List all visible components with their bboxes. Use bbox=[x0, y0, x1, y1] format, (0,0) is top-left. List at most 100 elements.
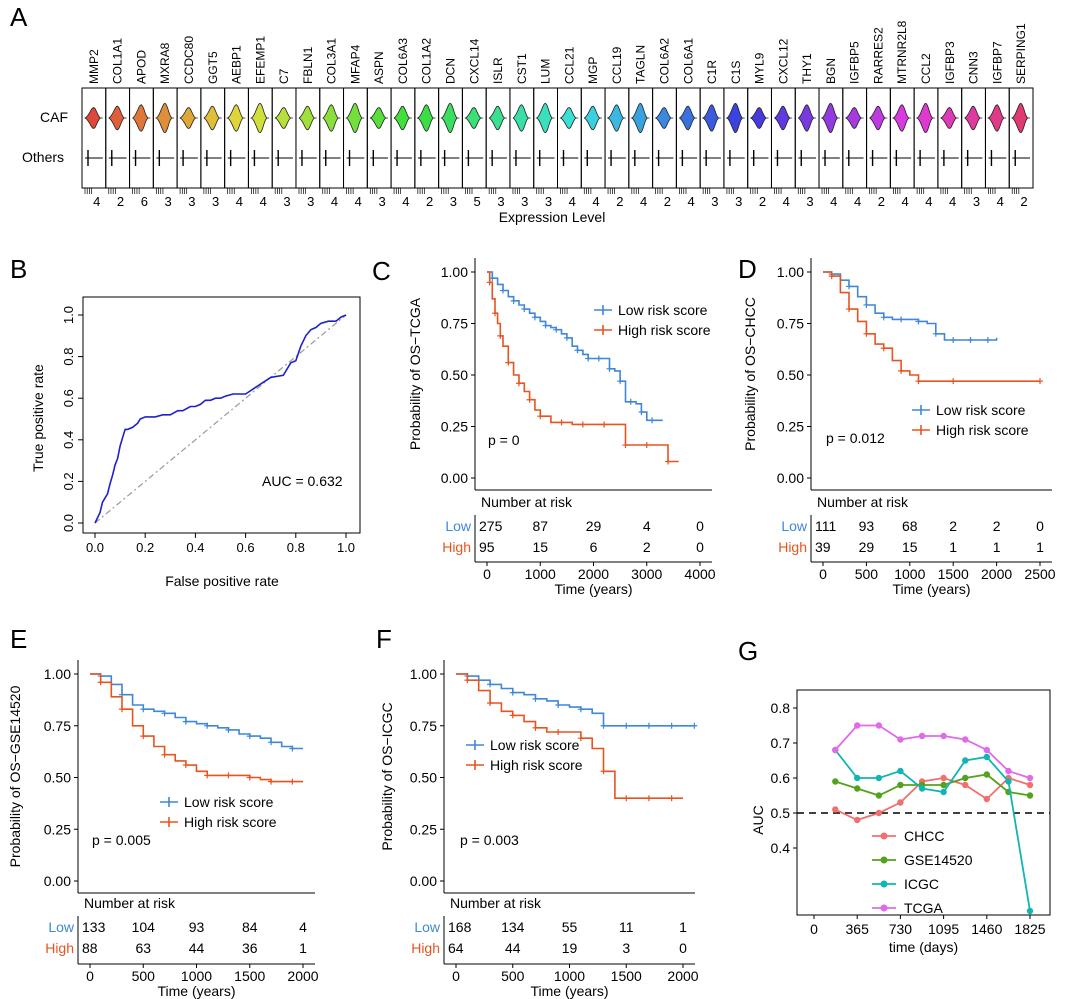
km-legend-label: High risk score bbox=[936, 422, 1029, 438]
km-risk-value: 1 bbox=[299, 940, 307, 956]
violin-max-tick: 6 bbox=[141, 194, 148, 209]
violin-max-tick: 3 bbox=[497, 194, 504, 209]
km-ytick-label: 0.50 bbox=[410, 770, 437, 786]
km-censor-mark bbox=[509, 712, 516, 719]
km-censor-mark bbox=[649, 417, 656, 424]
violin-max-tick: 4 bbox=[355, 194, 362, 209]
violin-max-tick: 4 bbox=[688, 194, 695, 209]
km-censor-mark bbox=[617, 378, 624, 385]
violin-cell bbox=[271, 87, 297, 189]
km-xtick-label: 500 bbox=[501, 968, 525, 984]
violin-max-tick: 2 bbox=[616, 194, 623, 209]
panel-label-f: F bbox=[376, 624, 392, 654]
violin-caf bbox=[132, 104, 151, 132]
roc-ytick-label: 0.0 bbox=[61, 514, 76, 532]
violin-max-tick: 2 bbox=[878, 194, 885, 209]
gene-label: SERPING1 bbox=[1014, 23, 1028, 84]
gene-label: AEBP1 bbox=[230, 45, 244, 84]
roc-ytick-label: 0.8 bbox=[61, 348, 76, 366]
violin-cell bbox=[889, 87, 915, 189]
km-risk-value: 2 bbox=[643, 539, 651, 555]
km-panel-chcc: 0.00 0.25 0.50 0.75 1.00 Probability of OS−CH… bbox=[742, 258, 1056, 597]
violin-max-tick: 2 bbox=[664, 194, 671, 209]
gene-label: MFAP4 bbox=[348, 44, 362, 84]
km-censor-mark bbox=[606, 365, 613, 372]
violin-caf bbox=[940, 107, 959, 129]
violin-caf bbox=[155, 102, 175, 134]
km-risk-value: 168 bbox=[448, 919, 472, 935]
gene-label: ASPN bbox=[372, 51, 386, 84]
km-censor-mark bbox=[531, 314, 538, 321]
violin-max-tick: 4 bbox=[640, 194, 647, 209]
auc-point bbox=[875, 792, 883, 799]
km-risk-value: 87 bbox=[532, 518, 548, 534]
km-censor-mark bbox=[268, 739, 275, 746]
violin-caf bbox=[274, 107, 293, 129]
km-legend-key bbox=[160, 817, 178, 827]
km-ytick-label: 0.25 bbox=[441, 419, 468, 435]
gene-label: COL6A1 bbox=[681, 38, 695, 84]
km-legend-label: Low risk score bbox=[184, 794, 274, 810]
km-xlabel: Time (years) bbox=[892, 581, 970, 597]
km-risk-row-label: High bbox=[411, 940, 440, 956]
violin-max-tick: 3 bbox=[283, 194, 290, 209]
auc-frame bbox=[796, 689, 1051, 916]
km-censor-mark bbox=[863, 301, 870, 308]
auc-point bbox=[1026, 792, 1034, 799]
km-curve-high bbox=[90, 673, 303, 783]
violin-caf bbox=[701, 104, 721, 132]
violin-cell bbox=[1008, 87, 1034, 189]
violin-max-tick: 2 bbox=[759, 194, 766, 209]
km-risk-value: 15 bbox=[532, 539, 548, 555]
violin-caf bbox=[798, 104, 816, 132]
auc-ytick-label: 0.5 bbox=[771, 805, 791, 821]
km-risk-value: 0 bbox=[679, 940, 687, 956]
auc-ytick-label: 0.6 bbox=[771, 770, 791, 786]
km-risk-value: 68 bbox=[902, 518, 918, 534]
km-censor-mark bbox=[204, 722, 211, 729]
violin-max-tick: 3 bbox=[806, 194, 813, 209]
auc-point bbox=[897, 781, 904, 789]
km-censor-mark bbox=[526, 396, 533, 403]
violin-cell bbox=[842, 87, 868, 189]
km-legend-key bbox=[912, 425, 930, 435]
violin-caf bbox=[559, 107, 579, 129]
km-censor-mark bbox=[828, 273, 835, 280]
auc-point bbox=[875, 774, 883, 782]
gene-label: MMP2 bbox=[87, 49, 101, 84]
km-xtick-label: 0 bbox=[483, 566, 491, 582]
violin-cell bbox=[984, 87, 1010, 189]
auc-point bbox=[983, 795, 990, 803]
km-censor-mark bbox=[268, 778, 275, 785]
gene-label: IGFBP7 bbox=[990, 41, 1004, 84]
gene-label: BGN bbox=[824, 58, 838, 84]
gene-label: IGFBP3 bbox=[943, 41, 957, 84]
km-risk-value: 4 bbox=[299, 919, 307, 935]
roc-xtick-label: 1.0 bbox=[337, 540, 355, 555]
km-xtick-label: 0 bbox=[819, 566, 827, 582]
auc-line-gse14520 bbox=[835, 773, 1031, 797]
auc-point bbox=[854, 774, 861, 782]
violin-max-tick: 3 bbox=[711, 194, 718, 209]
km-pvalue: p = 0.003 bbox=[460, 832, 519, 848]
violin-max-tick: 5 bbox=[474, 194, 481, 209]
km-censor-mark bbox=[140, 706, 147, 713]
roc-ylabel: True positive rate bbox=[30, 364, 46, 472]
km-legend-label: Low risk score bbox=[490, 737, 580, 753]
km-risk-value: 64 bbox=[448, 940, 464, 956]
row-label-others: Others bbox=[22, 149, 64, 165]
km-xtick-label: 2000 bbox=[981, 566, 1012, 582]
violin-cell bbox=[580, 87, 606, 189]
km-risk-value: 93 bbox=[189, 919, 205, 935]
panel-label-c: C bbox=[372, 256, 391, 286]
km-ytick-label: 0.00 bbox=[410, 873, 437, 889]
km-censor-mark bbox=[668, 795, 675, 802]
km-censor-mark bbox=[950, 336, 957, 343]
km-risk-value: 0 bbox=[696, 518, 704, 534]
violin-caf bbox=[606, 104, 626, 132]
km-risk-value: 39 bbox=[815, 539, 831, 555]
km-censor-mark bbox=[915, 318, 922, 325]
km-legend-label: Low risk score bbox=[936, 402, 1026, 418]
roc-ytick-label: 0.6 bbox=[61, 389, 76, 407]
gene-label: MTRNR2L8 bbox=[895, 20, 909, 84]
